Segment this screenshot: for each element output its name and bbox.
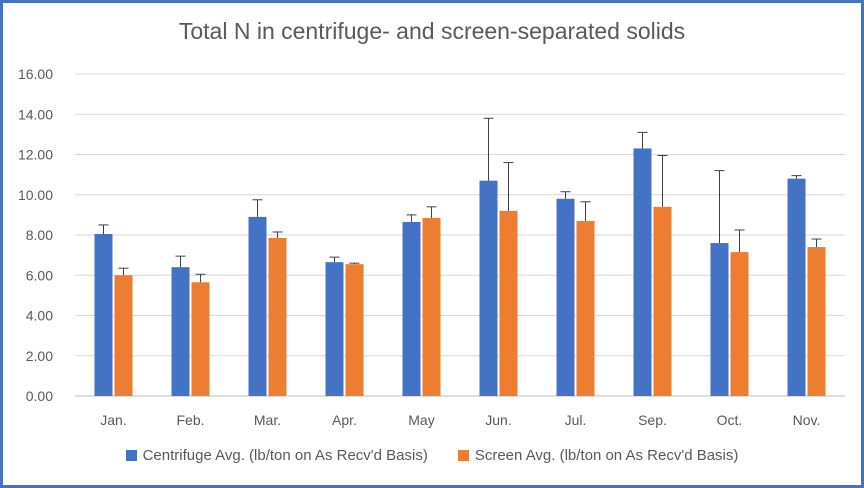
y-tick-label: 8.00 <box>26 227 53 243</box>
x-tick-label: Oct. <box>717 412 743 428</box>
y-tick-label: 16.00 <box>18 66 53 82</box>
bar-screen <box>730 252 749 396</box>
y-tick-label: 6.00 <box>26 267 53 283</box>
y-tick-label: 14.00 <box>18 106 53 122</box>
bar-centrifuge <box>402 221 421 396</box>
bar-screen <box>576 220 595 396</box>
bar-screen <box>191 282 210 396</box>
x-tick-label: Jan. <box>100 412 126 428</box>
y-tick-label: 10.00 <box>18 187 53 203</box>
y-tick-label: 12.00 <box>18 147 53 163</box>
bar-screen <box>268 238 287 396</box>
bar-screen <box>422 217 441 396</box>
legend-item-centrifuge: Centrifuge Avg. (lb/ton on As Recv'd Bas… <box>125 447 428 464</box>
x-tick-label: Mar. <box>254 412 281 428</box>
bar-centrifuge <box>479 180 498 396</box>
x-tick-label: Apr. <box>332 412 357 428</box>
bar-centrifuge <box>94 233 113 396</box>
legend-label-centrifuge: Centrifuge Avg. (lb/ton on As Recv'd Bas… <box>142 447 428 464</box>
legend-swatch-centrifuge <box>125 450 137 461</box>
y-tick-label: 4.00 <box>26 308 53 324</box>
x-tick-label: Jul. <box>565 412 587 428</box>
bar-centrifuge <box>787 178 806 396</box>
bar-centrifuge <box>248 216 267 396</box>
legend-item-screen: Screen Avg. (lb/ton on As Recv'd Basis) <box>457 447 739 464</box>
x-tick-label: Feb. <box>176 412 204 428</box>
bar-centrifuge <box>710 243 729 396</box>
bar-centrifuge <box>556 198 575 396</box>
bar-screen <box>114 275 133 396</box>
y-tick-label: 2.00 <box>26 348 53 364</box>
chart-legend: Centrifuge Avg. (lb/ton on As Recv'd Bas… <box>0 447 864 464</box>
x-tick-label: May <box>408 412 434 428</box>
bar-centrifuge <box>325 262 344 396</box>
bar-screen <box>345 264 364 396</box>
x-tick-label: Nov. <box>793 412 821 428</box>
y-tick-label: 0.00 <box>26 388 53 404</box>
chart-title: Total N in centrifuge- and screen-separa… <box>178 18 686 44</box>
bar-screen <box>653 206 672 396</box>
bar-centrifuge <box>633 148 652 396</box>
bar-screen <box>807 247 826 396</box>
bar-screen <box>499 210 518 396</box>
x-tick-label: Jun. <box>485 412 511 428</box>
x-tick-label: Sep. <box>638 412 667 428</box>
legend-label-screen: Screen Avg. (lb/ton on As Recv'd Basis) <box>474 447 739 464</box>
legend-swatch-screen <box>457 450 469 461</box>
bar-centrifuge <box>171 267 190 396</box>
